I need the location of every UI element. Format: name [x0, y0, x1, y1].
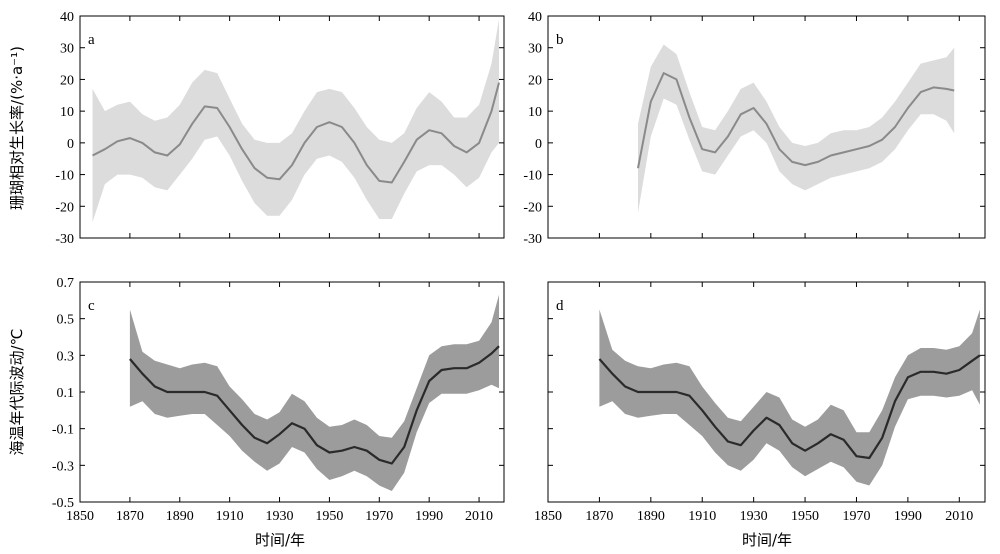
y-tick-label-c: -0.5	[52, 496, 74, 511]
xlabel-left: 时间/年	[255, 531, 305, 549]
x-tick-label-c: 1910	[216, 509, 244, 524]
x-tick-label-d: 1950	[791, 509, 819, 524]
x-tick-label-c: 1990	[415, 509, 443, 524]
panel-d: 1850 1870 1890 1910 1930 1950 1970 1990 2010 d	[534, 281, 986, 524]
panel-label-a: a	[88, 32, 95, 48]
y-tick-label-c: 0.1	[57, 386, 75, 401]
y-tick-label-c: 0.7	[57, 276, 75, 291]
y-tick-label-a: 40	[60, 10, 74, 25]
y-tick-label-a: 20	[60, 73, 74, 88]
y-tick-label-c: -0.3	[52, 459, 74, 474]
y-tick-label-c: 0.3	[57, 349, 75, 364]
xlabel-right: 时间/年	[742, 531, 792, 549]
plot-frame-a	[79, 15, 505, 239]
x-tick-label-d: 1930	[740, 509, 768, 524]
plot-frame-b	[547, 15, 986, 239]
y-tick-label-a: 30	[60, 42, 74, 57]
y-tick-label-b: -10	[523, 169, 542, 184]
confidence-band-d	[599, 309, 980, 486]
ylabel-bottom: 海温年代际波动/℃	[8, 329, 26, 456]
x-tick-label-d: 1850	[534, 509, 562, 524]
y-tick-label-b: 40	[528, 10, 542, 25]
ylabel-top: 珊瑚相对生长率/(%·a⁻¹)	[8, 46, 26, 210]
x-tick-label-d: 2010	[945, 509, 973, 524]
y-tick-label-c: 0.5	[57, 313, 75, 328]
x-tick-label-c: 1930	[266, 509, 294, 524]
panel-c: 1850 1870 1890 1910 1930 1950 1970 1990 2010 -0.5…	[52, 276, 505, 524]
x-tick-label-c: 1970	[365, 509, 393, 524]
panel-label-c: c	[88, 298, 95, 314]
mean-line-c	[129, 345, 500, 465]
x-tick-label-d: 1990	[894, 509, 922, 524]
mean-line-a	[92, 82, 500, 184]
panel-b: -30 -20 -10 0 10 20 30 40 b	[523, 10, 986, 247]
panel-label-d: d	[556, 298, 564, 314]
y-tick-label-b: 20	[528, 73, 542, 88]
y-tick-label-b: -30	[523, 232, 542, 247]
y-tick-label-b: 30	[528, 42, 542, 57]
y-tick-label-a: 0	[67, 137, 74, 152]
x-tick-label-d: 1910	[688, 509, 716, 524]
x-tick-label-c: 1850	[66, 509, 94, 524]
panel-label-b: b	[556, 32, 564, 48]
mean-line-b	[637, 72, 955, 169]
x-tick-label-d: 1970	[842, 509, 870, 524]
panel-a: -30 -20 -10 0 10 20 30 40 a	[55, 10, 505, 247]
y-tick-label-b: 0	[535, 137, 542, 152]
panels: -30 -20 -10 0 10 20 30 40 a -30 -20 -10 0 10 20 30 40 b 18…	[52, 10, 986, 524]
y-tick-label-b: -20	[523, 200, 542, 215]
x-tick-label-d: 1890	[637, 509, 665, 524]
y-tick-label-b: 10	[528, 105, 542, 120]
confidence-band-a	[92, 19, 499, 223]
y-tick-label-a: 10	[60, 105, 74, 120]
y-tick-label-c: -0.1	[52, 423, 74, 438]
y-tick-label-a: -30	[55, 232, 74, 247]
x-tick-label-c: 1950	[315, 509, 343, 524]
y-tick-label-a: -20	[55, 200, 74, 215]
x-tick-label-c: 1890	[166, 509, 194, 524]
x-tick-label-c: 2010	[465, 509, 493, 524]
x-tick-label-d: 1870	[585, 509, 613, 524]
y-tick-label-a: -10	[55, 169, 74, 184]
mean-line-d	[598, 354, 981, 460]
confidence-band-b	[638, 44, 955, 213]
x-tick-label-c: 1870	[116, 509, 144, 524]
